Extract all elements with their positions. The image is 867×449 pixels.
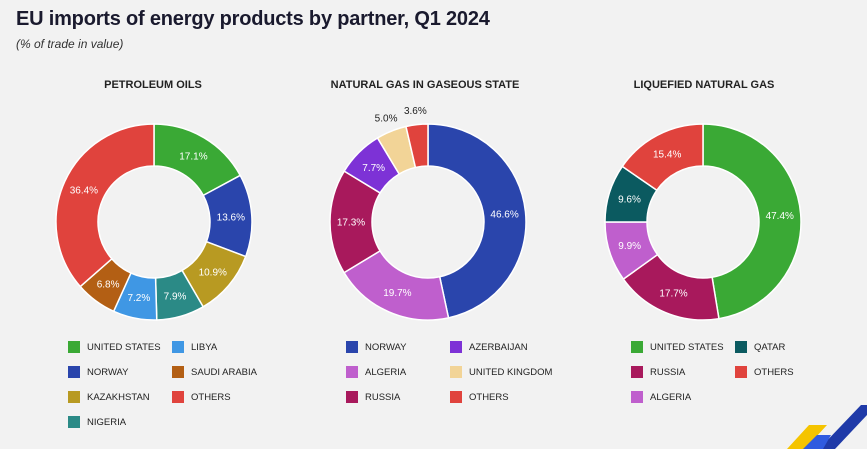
legend-item-libya: LIBYA — [172, 340, 276, 354]
legend-swatch — [631, 366, 643, 378]
legend-swatch — [631, 391, 643, 403]
slice-label-saudi-arabia: 6.8% — [97, 279, 120, 290]
legend-label: UNITED STATES — [87, 341, 161, 353]
legend-label: QATAR — [754, 341, 786, 353]
legend-label: OTHERS — [469, 391, 509, 403]
slice-united-states — [702, 123, 802, 320]
legend-swatch — [450, 341, 462, 353]
legend-label: ALGERIA — [365, 366, 407, 378]
legend-swatch — [346, 366, 358, 378]
legend-item-russia: RUSSIA — [346, 390, 450, 404]
legend-swatch — [172, 341, 184, 353]
lng-legend: UNITED STATES QATAR RUSSIA OTHERS ALGERIA — [631, 340, 839, 404]
legend-swatch — [346, 341, 358, 353]
legend-swatch — [68, 341, 80, 353]
legend-item-united-states: UNITED STATES — [68, 340, 172, 354]
slice-label-kazakhstan: 10.9% — [199, 267, 227, 278]
lng-donut: 47.4% 17.7% 9.9% 9.6% 15.4% — [604, 123, 802, 321]
legend-label: ALGERIA — [650, 391, 692, 403]
slice-label-azerbaijan: 7.7% — [362, 163, 385, 174]
petroleum-oils-title: PETROLEUM OILS — [104, 79, 202, 91]
legend-swatch — [346, 391, 358, 403]
slice-label-algeria: 19.7% — [383, 288, 411, 299]
legend-item-norway: NORWAY — [346, 340, 450, 354]
eurostat-logo-icon — [787, 405, 867, 449]
legend-item-united-kingdom: UNITED KINGDOM — [450, 365, 554, 379]
slice-label-norway: 46.6% — [490, 209, 518, 220]
legend-label: AZERBAIJAN — [469, 341, 528, 353]
legend-label: SAUDI ARABIA — [191, 366, 257, 378]
slice-label-norway: 13.6% — [217, 212, 245, 223]
legend-swatch — [735, 366, 747, 378]
legend-item-others: OTHERS — [735, 365, 839, 379]
legend-item-saudi-arabia: SAUDI ARABIA — [172, 365, 276, 379]
legend-label: UNITED STATES — [650, 341, 724, 353]
slice-label-russia: 17.7% — [659, 289, 687, 300]
legend-label: UNITED KINGDOM — [469, 366, 553, 378]
legend-item-azerbaijan: AZERBAIJAN — [450, 340, 554, 354]
petroleum-oils-legend: UNITED STATES LIBYA NORWAY SAUDI ARABIA KAZA… — [68, 340, 276, 429]
legend-swatch — [68, 416, 80, 428]
lng-title: LIQUEFIED NATURAL GAS — [633, 79, 775, 91]
slice-label-qatar: 9.6% — [618, 195, 641, 206]
slice-label-others: 15.4% — [653, 149, 681, 160]
legend-item-united-states: UNITED STATES — [631, 340, 735, 354]
slice-label-nigeria: 7.9% — [164, 292, 187, 303]
legend-swatch — [68, 366, 80, 378]
legend-swatch — [450, 391, 462, 403]
natural-gas-title: NATURAL GAS IN GASEOUS STATE — [330, 79, 520, 91]
legend-swatch — [172, 391, 184, 403]
natural-gas-legend: NORWAY AZERBAIJAN ALGERIA UNITED KINGDOM RUS… — [346, 340, 554, 404]
slice-others — [55, 123, 155, 288]
slice-label-united-states: 47.4% — [766, 211, 794, 222]
legend-swatch — [172, 366, 184, 378]
legend-item-algeria: ALGERIA — [631, 390, 735, 404]
slice-others — [621, 123, 704, 192]
slice-label-united-kingdom: 5.0% — [375, 114, 398, 125]
legend-item-russia: RUSSIA — [631, 365, 735, 379]
legend-label: NIGERIA — [87, 416, 127, 428]
legend-swatch — [68, 391, 80, 403]
legend-item-kazakhstan: KAZAKHSTAN — [68, 390, 172, 404]
legend-item-nigeria: NIGERIA — [68, 415, 172, 429]
legend-label: OTHERS — [754, 366, 794, 378]
natural-gas-donut: 46.6% 19.7% 17.3% 7.7% 5.0% 3.6% — [329, 106, 527, 321]
chart-title-main: EU imports of energy products by partner… — [16, 8, 490, 30]
slice-label-libya: 7.2% — [127, 293, 150, 304]
slice-label-others: 36.4% — [70, 186, 98, 197]
legend-label: NORWAY — [87, 366, 129, 378]
legend-label: OTHERS — [191, 391, 231, 403]
slice-label-united-states: 17.1% — [179, 151, 207, 162]
chart-subtitle: (% of trade in value) — [16, 37, 124, 51]
legend-item-others: OTHERS — [450, 390, 554, 404]
legend-label: LIBYA — [191, 341, 218, 353]
slice-label-others: 3.6% — [404, 106, 427, 117]
legend-label: RUSSIA — [365, 391, 401, 403]
slice-norway — [427, 123, 527, 319]
legend-label: KAZAKHSTAN — [87, 391, 150, 403]
slice-label-russia: 17.3% — [337, 217, 365, 228]
legend-item-qatar: QATAR — [735, 340, 839, 354]
legend-label: NORWAY — [365, 341, 407, 353]
legend-item-others: OTHERS — [172, 390, 276, 404]
slice-label-algeria: 9.9% — [618, 241, 641, 252]
petroleum-oils-donut: 17.1% 13.6% 10.9% 7.9% 7.2% 6.8% 36.4% — [55, 123, 253, 321]
legend-item-norway: NORWAY — [68, 365, 172, 379]
legend-swatch — [735, 341, 747, 353]
legend-item-algeria: ALGERIA — [346, 365, 450, 379]
legend-label: RUSSIA — [650, 366, 686, 378]
legend-swatch — [450, 366, 462, 378]
slice-others — [405, 123, 429, 169]
legend-swatch — [631, 341, 643, 353]
